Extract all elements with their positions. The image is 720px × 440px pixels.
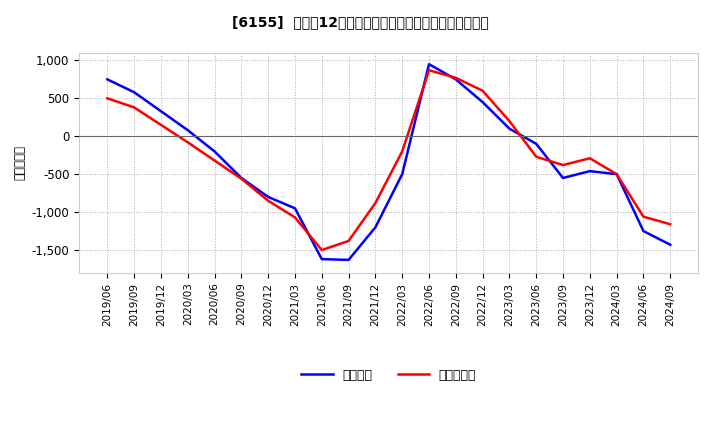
経常利益	[478, 99, 487, 105]
経常利益	[532, 141, 541, 147]
当期純利益	[585, 156, 594, 161]
Y-axis label: （百万円）: （百万円）	[13, 145, 26, 180]
Line: 当期純利益: 当期純利益	[107, 70, 670, 250]
経常利益	[237, 175, 246, 180]
経常利益	[585, 169, 594, 174]
当期純利益	[130, 105, 138, 110]
経常利益	[344, 257, 353, 263]
当期純利益	[532, 154, 541, 159]
当期純利益	[478, 88, 487, 93]
経常利益	[559, 175, 567, 180]
経常利益	[666, 242, 675, 247]
当期純利益	[559, 162, 567, 168]
当期純利益	[103, 95, 112, 101]
経常利益	[264, 194, 272, 200]
当期純利益	[451, 75, 460, 81]
当期純利益	[666, 222, 675, 227]
経常利益	[639, 228, 648, 234]
経常利益	[291, 205, 300, 211]
経常利益	[451, 77, 460, 82]
経常利益	[184, 128, 192, 133]
当期純利益	[398, 149, 407, 154]
Line: 経常利益: 経常利益	[107, 64, 670, 260]
当期純利益	[264, 198, 272, 203]
経常利益	[103, 77, 112, 82]
当期純利益	[237, 176, 246, 181]
当期純利益	[157, 122, 166, 128]
当期純利益	[344, 238, 353, 244]
当期純利益	[639, 214, 648, 219]
当期純利益	[318, 247, 326, 253]
Legend: 経常利益, 当期純利益: 経常利益, 当期純利益	[297, 363, 481, 388]
当期純利益	[291, 215, 300, 220]
経常利益	[130, 90, 138, 95]
当期純利益	[425, 68, 433, 73]
経常利益	[210, 149, 219, 154]
経常利益	[398, 172, 407, 177]
経常利益	[371, 225, 379, 230]
当期純利益	[210, 158, 219, 163]
当期純利益	[184, 139, 192, 145]
経常利益	[157, 109, 166, 114]
経常利益	[425, 62, 433, 67]
Text: [6155]  利益だ12か月移動合計の対前年同期増減額の推移: [6155] 利益だ12か月移動合計の対前年同期増減額の推移	[232, 15, 488, 29]
経常利益	[505, 126, 514, 131]
経常利益	[612, 172, 621, 177]
経常利益	[318, 257, 326, 262]
当期純利益	[505, 118, 514, 124]
当期純利益	[612, 172, 621, 177]
当期純利益	[371, 200, 379, 205]
